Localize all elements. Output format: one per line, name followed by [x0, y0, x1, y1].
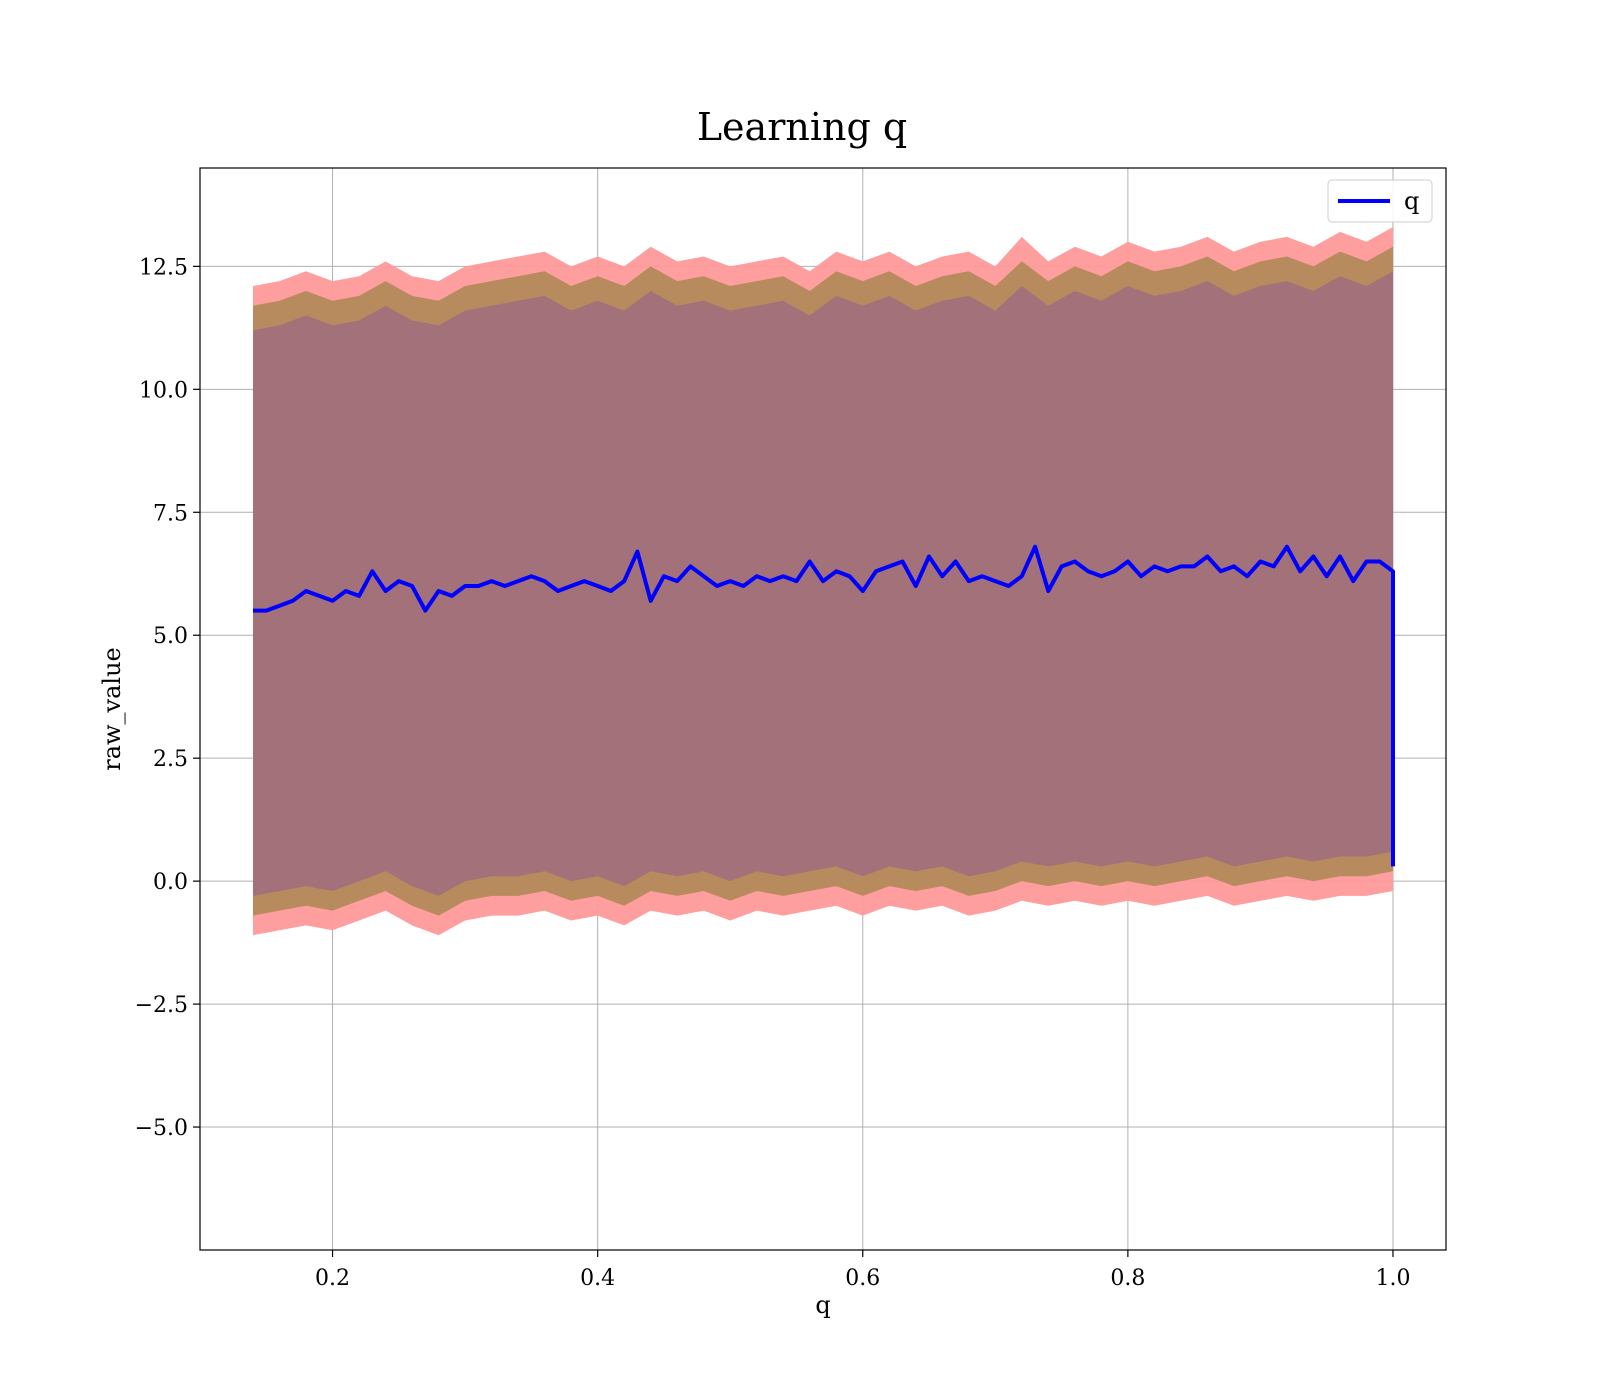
y-tick-label: −5.0	[135, 1116, 188, 1141]
y-tick-label: 7.5	[153, 501, 188, 526]
data-series	[253, 544, 1395, 867]
confidence-band	[253, 271, 1393, 896]
x-tick-label: 0.4	[580, 1266, 615, 1291]
y-tick-label: 0.0	[153, 870, 188, 895]
y-tick-label: 5.0	[153, 624, 188, 649]
x-tick-label: 0.6	[845, 1266, 880, 1291]
y-tick-label: 10.0	[139, 378, 188, 403]
x-tick-label: 0.2	[315, 1266, 350, 1291]
x-tick-label: 0.8	[1110, 1266, 1145, 1291]
x-tick-label: 1.0	[1375, 1266, 1410, 1291]
legend: q	[1327, 179, 1433, 223]
axes: 0.2 0.4 0.6 0.8 1.0 −5.0 −2.5 0.0 2.5 5.0 7.5 10.0 1…	[135, 255, 1411, 1291]
series-line-q	[253, 544, 1395, 867]
plot-frame	[199, 167, 1447, 1251]
y-tick-label: −2.5	[135, 993, 188, 1018]
y-tick-label: 2.5	[153, 747, 188, 772]
y-axis-label: raw_value	[98, 647, 126, 771]
x-axis-label: q	[815, 1291, 830, 1319]
chart-title: Learning q	[697, 105, 907, 149]
y-tick-label: 12.5	[139, 255, 188, 280]
legend-label-q: q	[1404, 187, 1419, 215]
